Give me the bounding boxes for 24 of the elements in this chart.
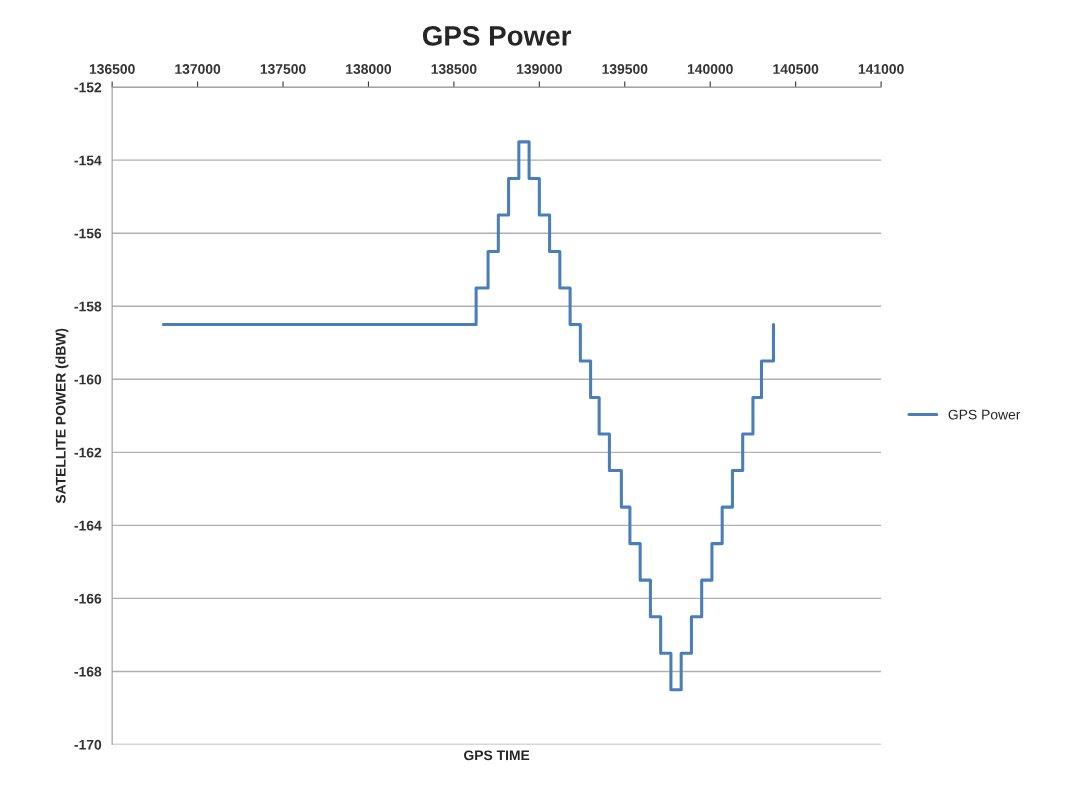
x-tick-label: 137000 [175,64,221,74]
y-tick-label: -152 [74,82,102,93]
y-tick-label: -154 [74,155,102,166]
x-tick-label: 139000 [517,64,562,74]
x-tick-label: 138500 [431,64,477,74]
x-tick-label: 140500 [773,64,819,74]
x-tick-label: 139500 [602,64,648,74]
chart-title: GPS Power [422,26,572,46]
y-tick-label: -170 [74,739,102,750]
y-tick-label: -166 [74,593,102,604]
x-tick-label: 141000 [858,64,904,74]
x-tick-label: 136500 [89,64,135,74]
y-axis-title: SATELLITE POWER (dBW) [55,328,69,504]
x-tick-label: 137500 [260,64,306,74]
y-tick-label: -158 [74,301,102,312]
legend-label: GPS Power [948,409,1021,420]
y-tick-label: -160 [74,374,102,385]
x-tick-label: 138000 [346,64,392,74]
x-axis-title: GPS TIME [464,750,530,761]
y-tick-label: -168 [74,666,102,677]
x-tick-label: 140000 [687,64,733,74]
y-tick-label: -164 [74,520,102,531]
y-tick-label: -156 [74,228,102,239]
y-tick-label: -162 [74,447,102,458]
